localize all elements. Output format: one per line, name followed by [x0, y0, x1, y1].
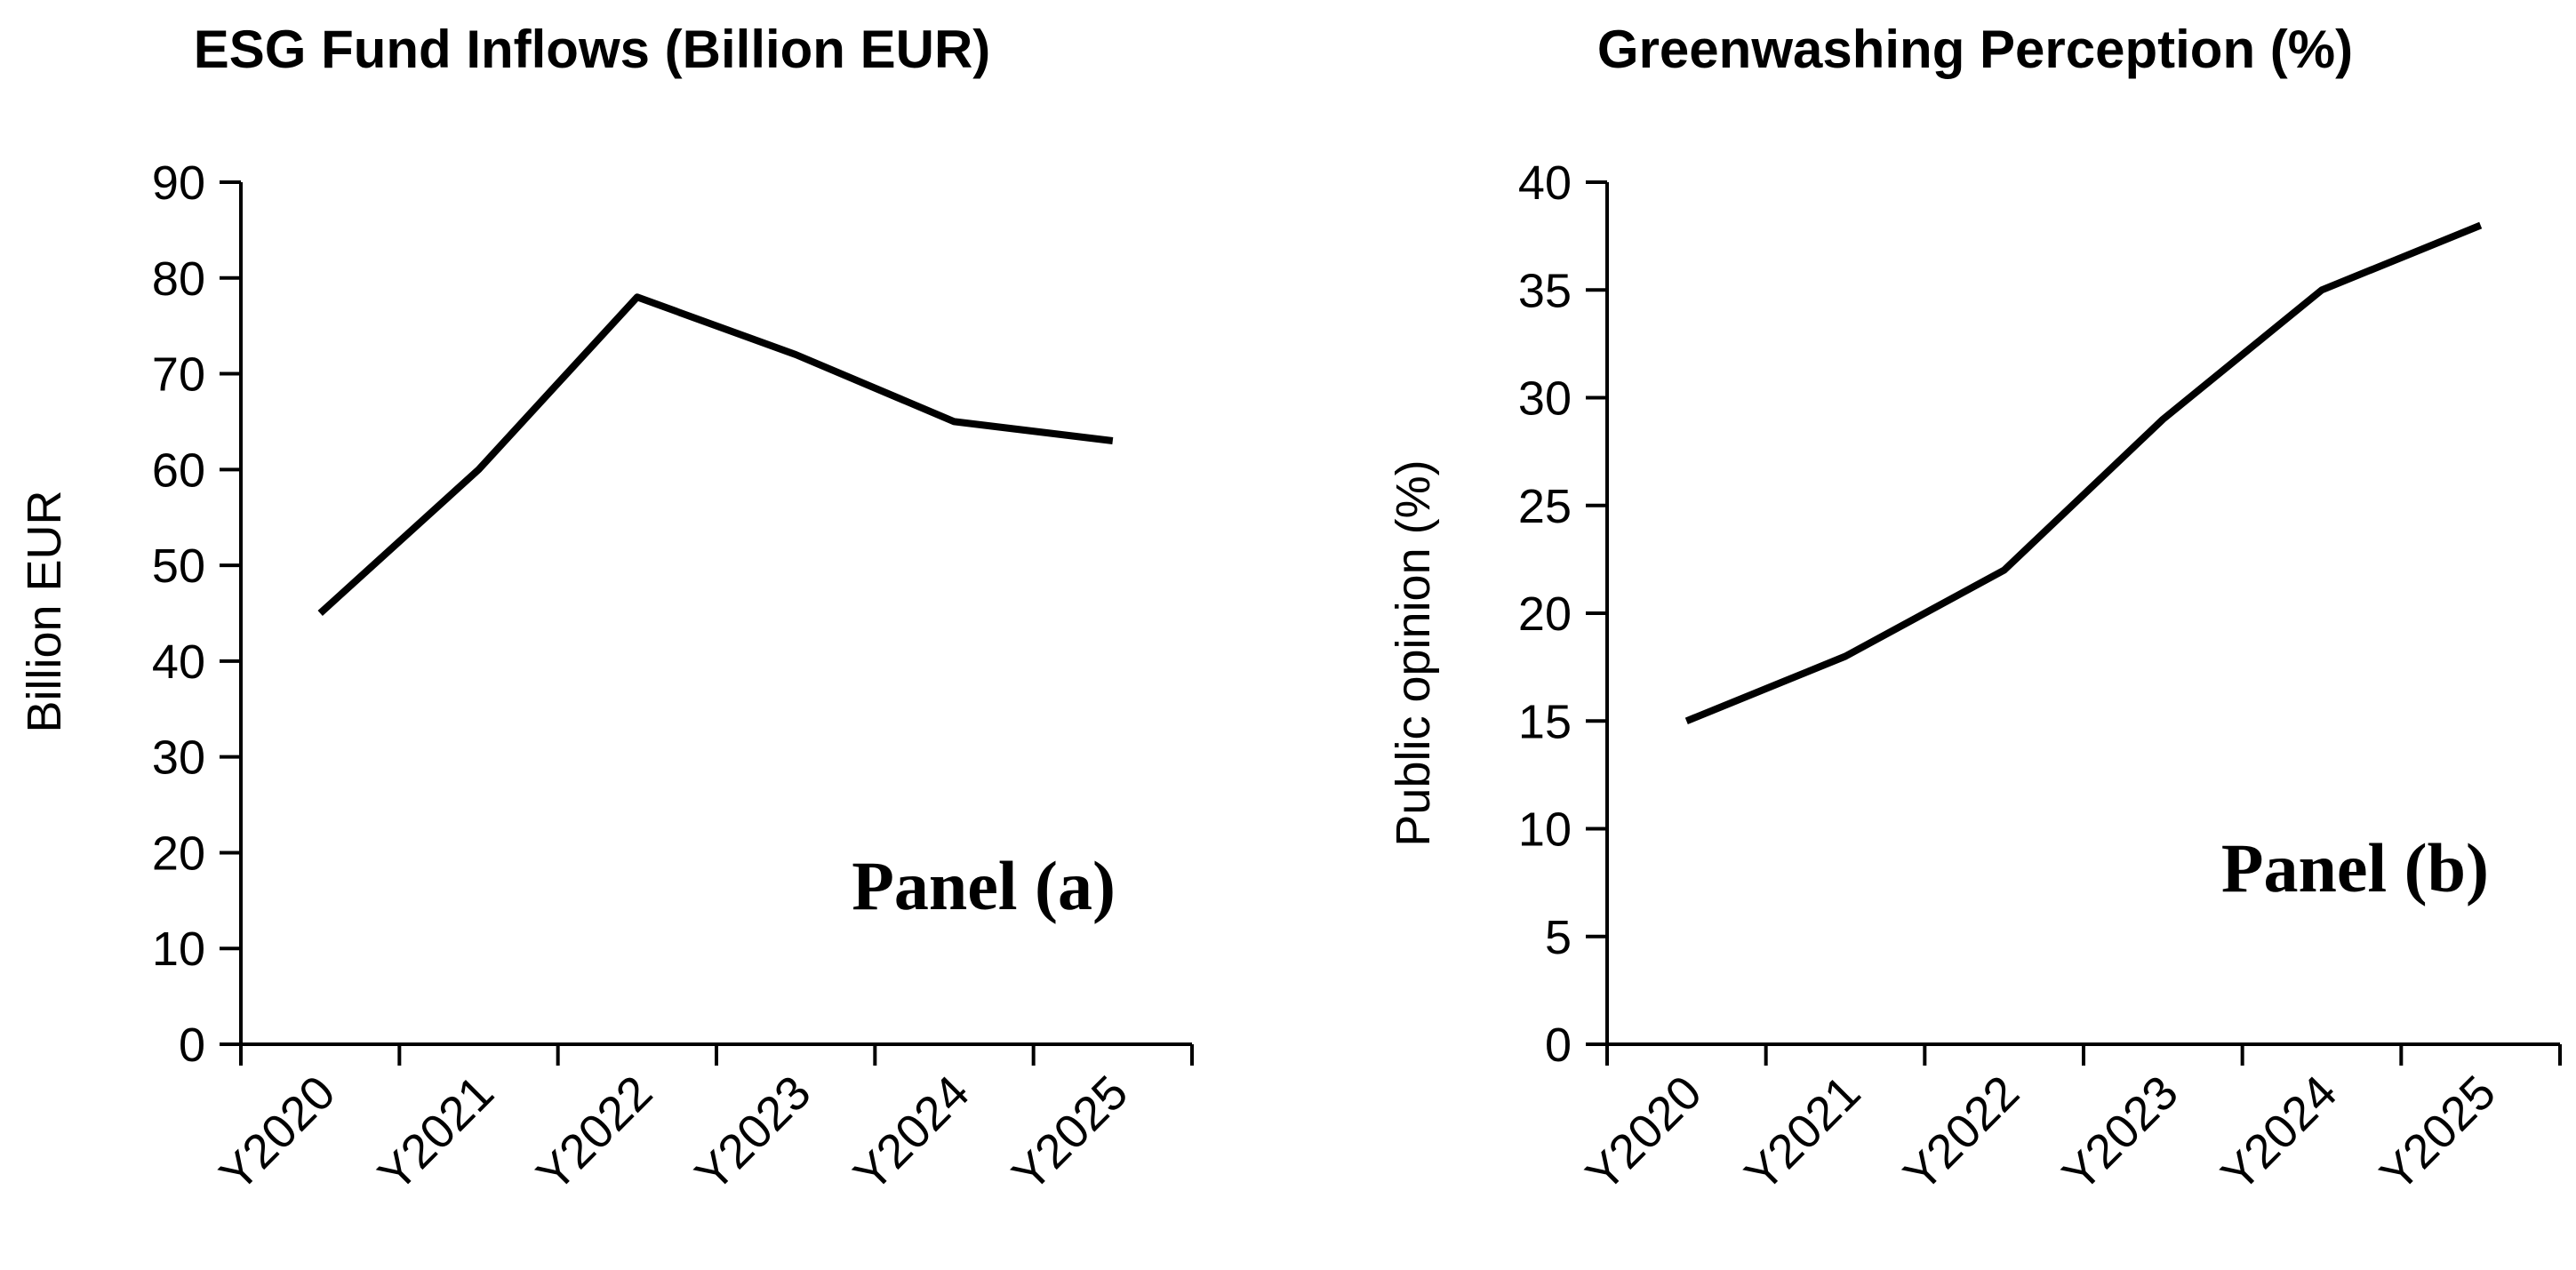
y-tick-label: 20: [1518, 587, 1572, 641]
y-tick-label: 40: [1518, 156, 1572, 210]
x-tick-label: Y2020: [210, 1066, 346, 1202]
y-axis-label: Billion EUR: [18, 490, 71, 732]
y-tick-label: 30: [152, 731, 205, 785]
y-tick-label: 50: [152, 539, 205, 593]
panel-label: Panel (b): [2221, 829, 2489, 907]
x-tick-label: Y2020: [1576, 1066, 1712, 1202]
y-tick-label: 10: [1518, 803, 1572, 857]
y-tick-label: 80: [152, 252, 205, 306]
y-tick-label: 0: [179, 1018, 205, 1072]
series-line: [317, 293, 1114, 616]
panel-label: Panel (a): [852, 847, 1116, 924]
series-line: [1684, 221, 2483, 725]
x-tick-label: Y2021: [1735, 1066, 1871, 1202]
y-tick-label: 60: [152, 443, 205, 497]
y-axis-label: Public opinion (%): [1387, 459, 1440, 846]
y-tick-label: 90: [152, 156, 205, 210]
y-tick-label: 15: [1518, 695, 1572, 748]
x-tick-label: Y2022: [526, 1066, 662, 1202]
y-tick-label: 35: [1518, 264, 1572, 317]
y-tick-label: 25: [1518, 480, 1572, 533]
y-tick-label: 5: [1545, 911, 1572, 964]
x-tick-label: Y2023: [2052, 1066, 2188, 1202]
y-tick-label: 10: [152, 923, 205, 976]
x-tick-label: Y2021: [368, 1066, 504, 1202]
chart-title: ESG Fund Inflows (Billion EUR): [194, 20, 991, 79]
x-tick-label: Y2022: [1893, 1066, 2029, 1202]
x-tick-label: Y2024: [2212, 1066, 2348, 1202]
x-tick-label: Y2025: [2370, 1066, 2506, 1202]
x-tick-label: Y2023: [685, 1066, 821, 1202]
y-tick-label: 30: [1518, 372, 1572, 426]
y-tick-label: 20: [152, 827, 205, 880]
chart-title: Greenwashing Perception (%): [1597, 20, 2353, 79]
x-tick-label: Y2025: [1002, 1066, 1138, 1202]
x-tick-label: Y2024: [844, 1066, 980, 1202]
chart-panel-b: Greenwashing Perception (%) Public opini…: [1387, 20, 2562, 1202]
y-tick-label: 0: [1545, 1018, 1572, 1072]
y-tick-label: 70: [152, 348, 205, 402]
y-tick-label: 40: [152, 635, 205, 689]
chart-panel-a: ESG Fund Inflows (Billion EUR) Billion E…: [18, 20, 1194, 1202]
